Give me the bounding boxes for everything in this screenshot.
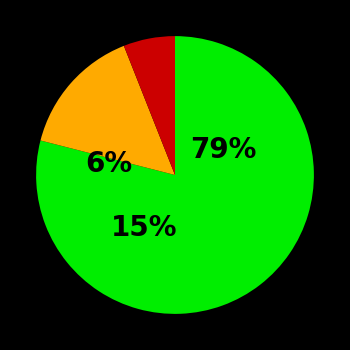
Wedge shape bbox=[124, 36, 175, 175]
Text: 15%: 15% bbox=[111, 214, 178, 242]
Wedge shape bbox=[41, 46, 175, 175]
Wedge shape bbox=[36, 36, 314, 314]
Text: 79%: 79% bbox=[190, 136, 257, 164]
Text: 6%: 6% bbox=[85, 150, 132, 178]
